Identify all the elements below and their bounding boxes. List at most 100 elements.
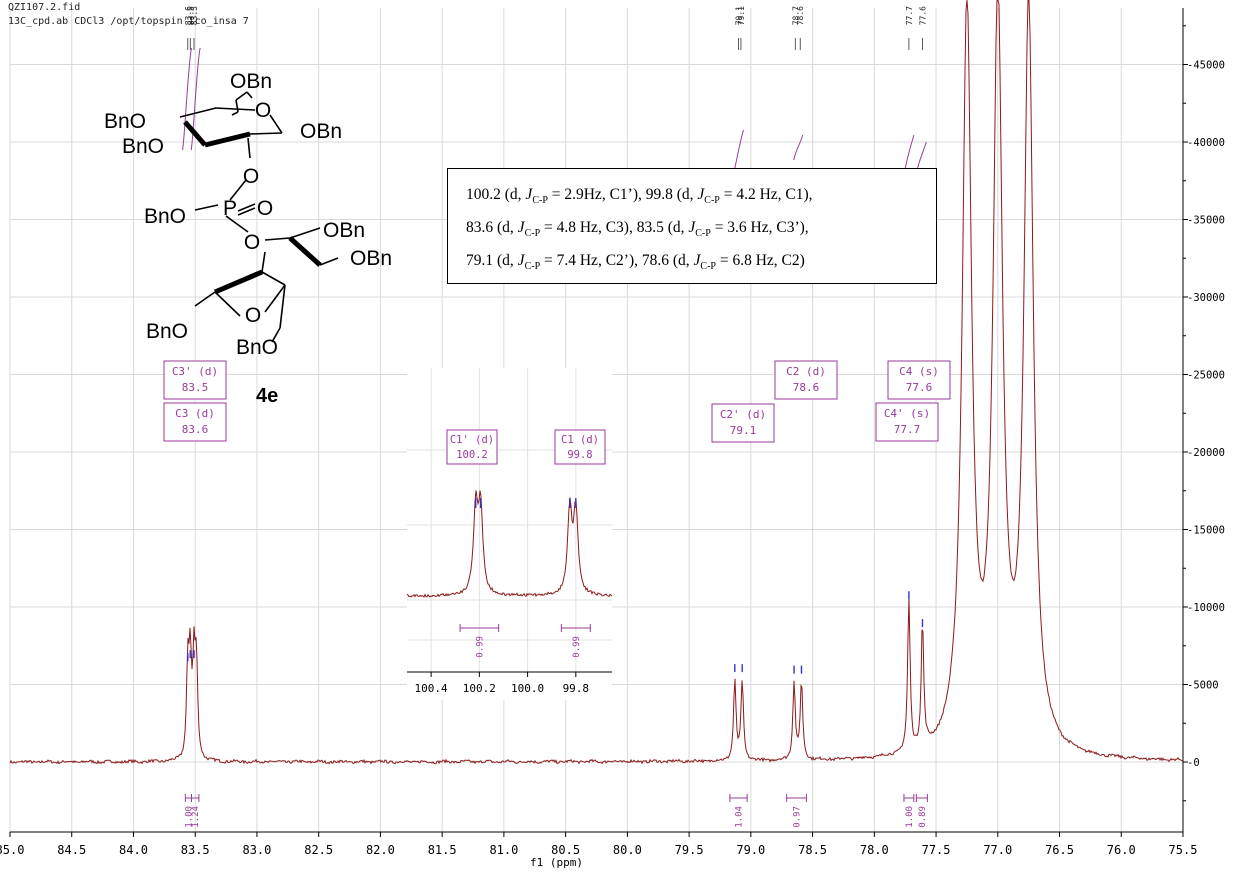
x-tick-label: 82.5 xyxy=(304,843,333,857)
x-tick-label: 84.5 xyxy=(57,843,86,857)
x-tick-label: 78.5 xyxy=(798,843,827,857)
atom-label: OBn xyxy=(300,120,342,143)
peak-pick-label: 83.5 xyxy=(186,6,195,25)
integral-value: 1.24 xyxy=(191,806,201,828)
integral-curve xyxy=(734,129,744,171)
bond xyxy=(194,204,219,211)
x-tick-label: 82.0 xyxy=(366,843,395,857)
inset-x-tick-label: 100.0 xyxy=(511,682,544,695)
integral: 1.04 xyxy=(729,794,748,828)
x-tick-label: 77.5 xyxy=(922,843,951,857)
integral-curve xyxy=(904,134,915,171)
assignment-box xyxy=(774,360,838,400)
integral-value: 0.97 xyxy=(793,806,803,828)
assignment-name: C3' (d) xyxy=(172,365,218,378)
y-tick-label: -40000 xyxy=(1187,137,1225,149)
atom-label: BnO xyxy=(144,205,186,228)
bond xyxy=(319,257,339,266)
coupling-constants-box: 100.2 (d, JC-P = 2.9Hz, C1’), 99.8 (d, J… xyxy=(447,168,937,284)
assignment-value: 83.6 xyxy=(182,423,209,436)
bond xyxy=(289,227,321,239)
x-tick-label: 75.5 xyxy=(1169,843,1198,857)
inset-assignment-name: C1' (d) xyxy=(450,434,494,446)
atom-label: O xyxy=(257,197,273,220)
y-tick-label: -5000 xyxy=(1187,680,1219,692)
atom-label: O xyxy=(245,304,261,327)
inset-integral: 0.99 xyxy=(459,624,500,658)
x-tick-label: 83.0 xyxy=(242,843,271,857)
inset-assignment-box xyxy=(554,429,606,465)
peak-pick-label: 79.1 xyxy=(737,6,746,25)
spectrum-trace xyxy=(9,0,1184,765)
inset-integral-value: 0.99 xyxy=(475,636,485,658)
y-tick-label: -10000 xyxy=(1187,602,1225,614)
bond xyxy=(279,284,286,329)
bond xyxy=(214,107,256,111)
y-tick-label: -0 xyxy=(1187,757,1200,769)
assignment-value: 77.6 xyxy=(906,381,933,394)
x-tick-label: 80.5 xyxy=(551,843,580,857)
peak-pick-label: 78.6 xyxy=(796,6,805,25)
integral-value: 1.00 xyxy=(905,806,915,828)
compound-id: 4e xyxy=(256,385,278,407)
assignment-name: C4 (s) xyxy=(899,365,939,378)
assignment-labels: C3' (d) 83.5 C3 (d) 83.6 C2' (d) 79.1 C2 (d) 78… xyxy=(163,360,951,443)
assignment-label: C2' (d) 79.1 xyxy=(711,403,775,443)
integral-curve xyxy=(916,141,927,171)
inset-spectrum: 100.4 100.2 100.0 99.8 C1' (d) 100.2 C1 (d) 99.… xyxy=(406,368,613,700)
bond xyxy=(264,284,286,313)
bond xyxy=(264,237,291,241)
file-name: QZI107.2.fid xyxy=(8,2,81,13)
chart-axes: 85.0 84.5 84.0 83.5 83.0 82.5 82.0 81.5 81.0 80.5… xyxy=(0,8,1225,857)
assignment-label: C2 (d) 78.6 xyxy=(774,360,838,400)
peak-pick-label: 77.6 xyxy=(918,6,927,25)
inset-assignment-label: C1' (d) 100.2 xyxy=(446,429,498,465)
inset-assignment-name: C1 (d) xyxy=(561,434,599,446)
assignment-label: C4' (s) 77.7 xyxy=(875,402,939,442)
peak-pick-ticks: 83.683.583.5 79.179.1 78.778.6 77.7 77.6 xyxy=(182,6,927,674)
x-tick-label: 76.5 xyxy=(1045,843,1074,857)
assignment-label: C3 (d) 83.6 xyxy=(163,402,227,442)
atom-label: P xyxy=(223,197,237,220)
bond xyxy=(183,120,207,147)
assignment-value: 83.5 xyxy=(182,381,209,394)
x-tick-label: 76.0 xyxy=(1107,843,1136,857)
bond xyxy=(225,215,249,233)
assignment-name: C2' (d) xyxy=(720,408,766,421)
x-tick-label: 80.0 xyxy=(613,843,642,857)
atom-label: O xyxy=(255,99,271,122)
bond xyxy=(261,251,266,273)
x-axis-label: f1 (ppm) xyxy=(530,856,583,869)
assignment-name: C2 (d) xyxy=(786,365,826,378)
assignment-box xyxy=(163,402,227,442)
peak-pick-label: 83.5 xyxy=(190,6,199,25)
acquisition-info: 13C_cpd.ab CDCl3 /opt/topspin lco_insa 7 xyxy=(8,16,249,27)
bond xyxy=(214,291,241,317)
y-tick-label: -25000 xyxy=(1187,370,1225,382)
assignment-label: C4 (s) 77.6 xyxy=(887,360,951,400)
bond xyxy=(247,137,251,159)
inset-integral-value: 0.99 xyxy=(572,636,582,658)
inset-trace xyxy=(406,490,613,598)
integral: 1.00 xyxy=(903,794,915,828)
x-tick-label: 78.0 xyxy=(860,843,889,857)
inset-assignment-value: 100.2 xyxy=(456,449,488,461)
integral: 0.89 xyxy=(915,794,928,828)
bond xyxy=(237,203,256,212)
integral-curve xyxy=(182,47,193,151)
x-tick-label: 85.0 xyxy=(0,843,24,857)
atom-label: BnO xyxy=(104,110,146,133)
y-tick-label: -30000 xyxy=(1187,292,1225,304)
bond xyxy=(288,236,322,267)
integral-value: 1.00 xyxy=(184,806,194,828)
assignment-value: 77.7 xyxy=(894,423,921,436)
bond xyxy=(235,91,248,101)
peak-pick-label: 83.6 xyxy=(184,6,193,25)
inset-x-tick-label: 99.8 xyxy=(563,682,590,695)
x-tick-label: 83.5 xyxy=(181,843,210,857)
y-tick-label: -45000 xyxy=(1187,60,1225,72)
integral-value: 0.89 xyxy=(918,806,928,828)
y-tick-label: -15000 xyxy=(1187,525,1225,537)
x-tick-label: 84.0 xyxy=(119,843,148,857)
